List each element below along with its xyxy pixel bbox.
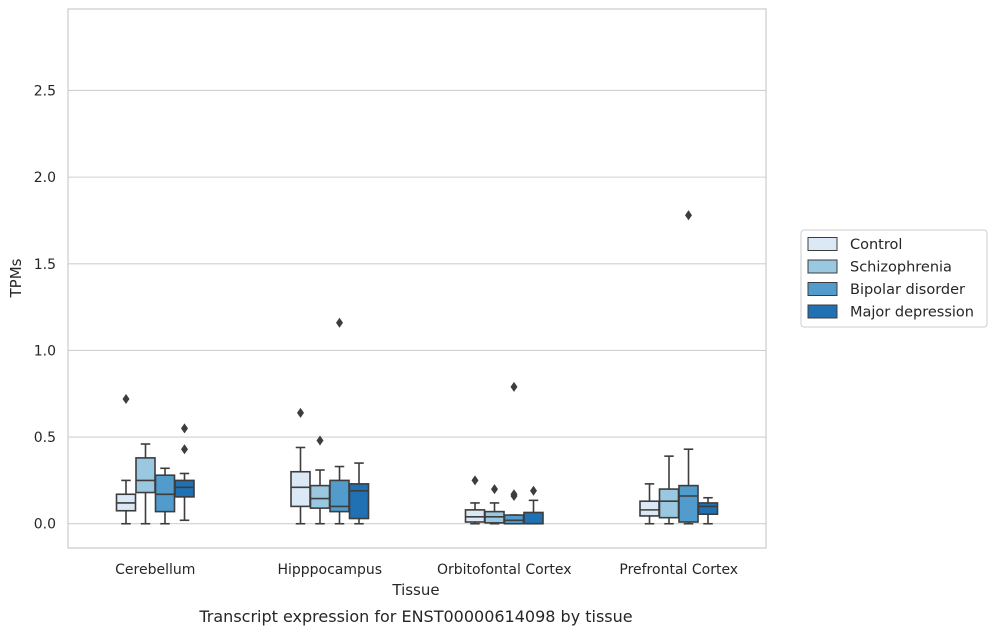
- legend-label: Control: [850, 237, 902, 253]
- outlier-point: [685, 210, 692, 221]
- box-0-3: [174, 423, 195, 522]
- box-3-2: [678, 210, 699, 525]
- box-3-1: [658, 455, 680, 525]
- box-iqr: [290, 470, 311, 508]
- box-0-1: [135, 443, 156, 525]
- x-tick-label: Cerebellum: [115, 562, 195, 578]
- x-axis-label: Tissue: [391, 581, 439, 599]
- outlier-point: [510, 489, 518, 500]
- box-iqr: [523, 511, 544, 525]
- legend-swatch: [807, 282, 838, 296]
- box-3-0: [639, 483, 660, 525]
- chart-caption: Transcript expression for ENST0000061409…: [198, 607, 632, 626]
- legend-swatch: [807, 259, 838, 274]
- box-2-3: [523, 485, 544, 525]
- box-2-0: [464, 475, 486, 525]
- outlier-point: [510, 381, 518, 392]
- box-1-2: [329, 317, 350, 525]
- box-0-0: [115, 393, 137, 525]
- box-iqr: [348, 483, 370, 520]
- y-tick-label: 0.5: [34, 430, 56, 446]
- legend-label: Schizophrenia: [850, 260, 952, 276]
- box-3-3: [697, 496, 719, 525]
- grid-lines: [68, 89, 766, 525]
- box-1-3: [348, 462, 370, 525]
- legend-label: Bipolar disorder: [850, 282, 965, 298]
- outlier-point: [530, 485, 537, 496]
- y-axis-label: TPMs: [7, 258, 25, 298]
- x-tick-label: Hipppocampus: [277, 562, 382, 578]
- legend-swatch: [807, 304, 838, 319]
- box-iqr: [658, 488, 680, 519]
- y-tick-label: 0.0: [34, 517, 56, 533]
- plot-area-frame: [67, 8, 767, 549]
- box-iqr: [135, 457, 156, 494]
- box-iqr: [464, 509, 486, 523]
- legend-label: Major depression: [850, 305, 974, 321]
- outlier-point: [491, 484, 498, 495]
- box-2-1: [484, 484, 505, 525]
- outlier-point: [297, 407, 304, 418]
- x-tick-label: Prefrontal Cortex: [619, 562, 738, 578]
- y-tick-label: 1.0: [34, 343, 56, 359]
- outlier-point: [316, 435, 324, 446]
- x-axis-ticks: Cerebellum Hipppocampus Orbitofontal Corte…: [115, 562, 738, 578]
- x-tick-label: Orbitofontal Cortex: [437, 562, 572, 578]
- box-iqr: [503, 514, 525, 525]
- box-iqr: [309, 484, 331, 509]
- legend: Control Schizophrenia Bipolar disorder Majo…: [800, 229, 988, 328]
- outlier-point: [181, 444, 188, 455]
- outlier-point: [471, 475, 479, 486]
- box-iqr: [639, 500, 660, 517]
- y-tick-label: 1.5: [34, 257, 56, 273]
- box-groups: [115, 210, 719, 525]
- box-0-2: [154, 467, 176, 525]
- outlier-point: [181, 423, 188, 434]
- box-1-1: [309, 435, 331, 525]
- box-2-2: [503, 381, 525, 525]
- outlier-point: [122, 393, 130, 404]
- y-axis-ticks: 0.0 0.5 1.0 1.5 2.0 2.5: [34, 83, 56, 532]
- box-1-0: [290, 407, 311, 525]
- box-iqr: [154, 474, 176, 513]
- y-tick-label: 2.5: [34, 83, 56, 99]
- y-tick-label: 2.0: [34, 170, 56, 186]
- box-iqr: [174, 479, 195, 498]
- legend-frame: [800, 229, 988, 328]
- box-iqr: [678, 484, 699, 523]
- legend-swatch: [807, 237, 838, 251]
- outlier-point: [336, 317, 343, 328]
- box-iqr: [697, 502, 719, 516]
